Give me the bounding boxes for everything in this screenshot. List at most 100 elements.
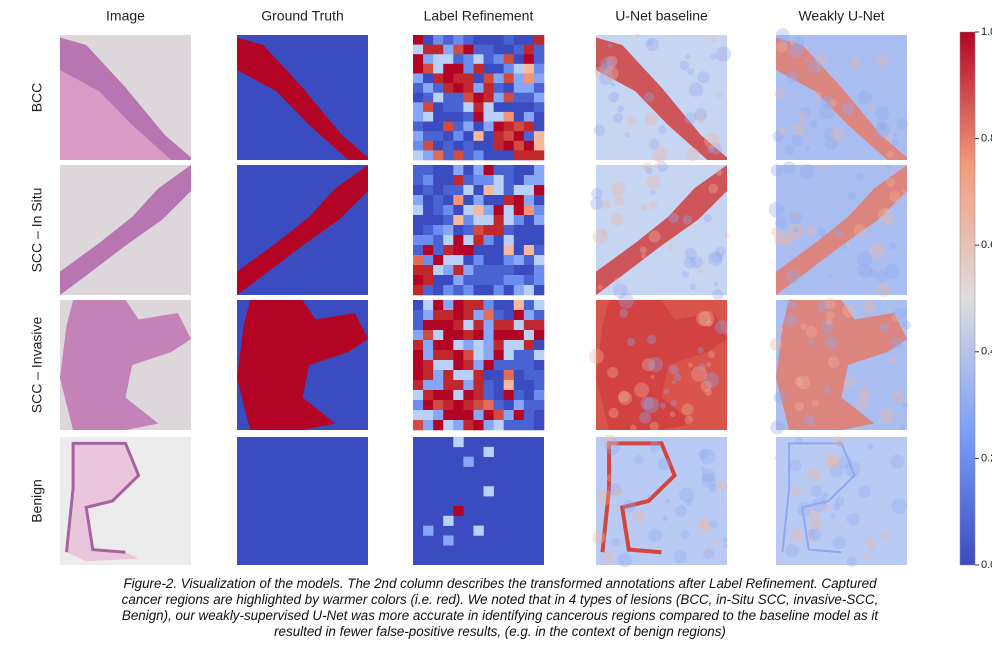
heatmap-texture xyxy=(701,469,715,483)
refinement-cell xyxy=(423,285,433,295)
refinement-cell xyxy=(514,235,524,245)
refinement-cell xyxy=(484,390,494,400)
heatmap-texture xyxy=(681,530,690,539)
heatmap-texture xyxy=(846,243,851,248)
refinement-cell xyxy=(473,215,483,225)
refinement-cell xyxy=(423,112,433,122)
refinement-cell xyxy=(494,410,504,420)
refinement-cell xyxy=(413,245,423,255)
heatmap-texture xyxy=(881,323,890,332)
heatmap-texture xyxy=(651,190,656,195)
refinement-cell xyxy=(494,45,504,55)
refinement-cell xyxy=(534,360,544,370)
refinement-cell xyxy=(433,410,443,420)
refinement-cell xyxy=(484,45,494,55)
refinement-cell xyxy=(453,175,463,185)
refinement-cell xyxy=(423,245,433,255)
refinement-cell xyxy=(504,265,514,275)
heatmap-texture xyxy=(675,505,687,517)
refinement-cell xyxy=(413,131,423,141)
heatmap-texture xyxy=(870,107,875,112)
refinement-cell xyxy=(514,122,524,132)
heatmap-texture xyxy=(856,397,869,410)
heatmap-texture xyxy=(822,504,830,512)
heatmap-texture xyxy=(886,165,890,169)
refinement-cell xyxy=(473,175,483,185)
refinement-cell xyxy=(413,235,423,245)
heatmap-texture xyxy=(647,335,656,344)
refinement-cell xyxy=(423,225,433,235)
refinement-cell xyxy=(443,360,453,370)
heatmap-texture xyxy=(902,402,908,408)
heatmap-texture xyxy=(695,108,708,121)
heatmap-texture xyxy=(644,92,654,102)
heatmap-texture xyxy=(828,356,840,368)
refinement-cell xyxy=(524,255,534,265)
refinement-cell xyxy=(473,54,483,64)
refinement-cell xyxy=(514,420,524,430)
refinement-cell xyxy=(484,122,494,132)
heatmap-texture xyxy=(662,516,667,521)
heatmap-texture xyxy=(705,389,712,396)
refinement-cell xyxy=(524,141,534,151)
refinement-cell xyxy=(433,83,443,93)
refinement-cell xyxy=(484,265,494,275)
refinement-cell xyxy=(504,340,514,350)
refinement-cell xyxy=(433,275,443,285)
refinement-cell xyxy=(463,410,473,420)
refinement-cell xyxy=(443,83,453,93)
refinement-cell xyxy=(453,150,463,160)
heatmap-texture xyxy=(630,424,636,430)
refinement-cell xyxy=(453,102,463,112)
heatmap-texture xyxy=(832,536,845,549)
refinement-cell xyxy=(504,245,514,255)
heatmap-texture xyxy=(672,381,676,385)
refinement-cell xyxy=(494,275,504,285)
refinement-cell xyxy=(484,255,494,265)
heatmap-texture xyxy=(724,233,730,239)
heatmap-texture xyxy=(786,299,797,310)
refinement-cell xyxy=(534,35,544,45)
refinement-cell xyxy=(453,360,463,370)
heatmap-texture xyxy=(775,217,787,229)
heatmap-texture xyxy=(591,188,602,199)
heatmap-texture xyxy=(668,213,679,224)
refinement-cell xyxy=(443,54,453,64)
refinement-cell xyxy=(534,410,544,420)
refinement-cell xyxy=(433,215,443,225)
refinement-cell xyxy=(433,380,443,390)
refinement-cell xyxy=(524,195,534,205)
refinement-cell xyxy=(524,285,534,295)
heatmap-texture xyxy=(883,208,888,213)
refinement-cell xyxy=(413,205,423,215)
refinement-cell xyxy=(433,225,443,235)
refinement-cell xyxy=(463,112,473,122)
refinement-cell xyxy=(473,45,483,55)
refinement-cell xyxy=(514,195,524,205)
refinement-cell xyxy=(423,255,433,265)
refinement-cell xyxy=(524,310,534,320)
refinement-cell xyxy=(443,255,453,265)
refinement-cell xyxy=(473,225,483,235)
refinement-cell xyxy=(433,131,443,141)
refinement-cell xyxy=(423,185,433,195)
heatmap-texture xyxy=(807,467,821,481)
heatmap-texture xyxy=(831,513,835,517)
refinement-cell xyxy=(534,45,544,55)
refinement-cell xyxy=(504,300,514,310)
heatmap-texture xyxy=(790,528,804,542)
refinement-cell xyxy=(423,410,433,420)
heatmap-texture xyxy=(815,92,822,99)
refinement-cell xyxy=(443,235,453,245)
refinement-cell xyxy=(453,300,463,310)
refinement-cell xyxy=(413,215,423,225)
heatmap-texture xyxy=(670,400,676,406)
heatmap-texture xyxy=(611,214,623,226)
refinement-cell xyxy=(534,112,544,122)
refinement-cell xyxy=(524,400,534,410)
refinement-cell xyxy=(534,340,544,350)
refinement-cell xyxy=(514,35,524,45)
refinement-cell xyxy=(433,255,443,265)
heatmap-texture xyxy=(792,123,805,136)
heatmap-texture xyxy=(612,508,617,513)
